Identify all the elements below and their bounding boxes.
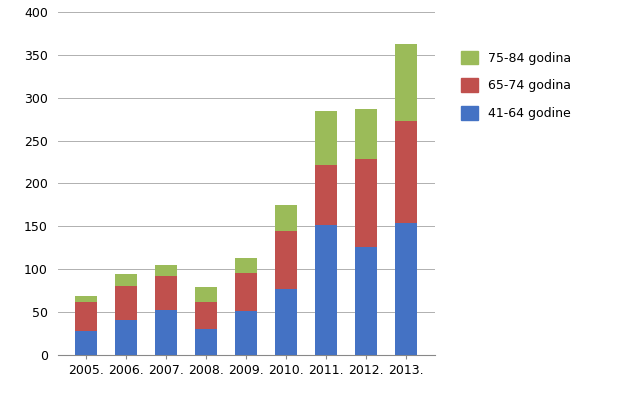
Bar — [396, 223, 417, 355]
Bar — [315, 165, 337, 225]
Bar — [275, 289, 297, 355]
Bar — [396, 44, 417, 121]
Bar — [275, 231, 297, 289]
Bar — [155, 265, 177, 276]
Bar — [155, 276, 177, 310]
Bar — [75, 297, 96, 302]
Bar — [195, 329, 217, 355]
Bar — [195, 301, 217, 329]
Bar — [235, 258, 257, 273]
Bar — [115, 274, 137, 286]
Bar — [195, 287, 217, 301]
Bar — [355, 109, 377, 160]
Bar — [115, 320, 137, 355]
Bar — [355, 247, 377, 355]
Bar — [355, 160, 377, 247]
Bar — [75, 330, 96, 355]
Bar — [235, 273, 257, 311]
Bar — [315, 225, 337, 355]
Bar — [235, 311, 257, 355]
Bar — [396, 121, 417, 223]
Bar — [115, 286, 137, 320]
Legend: 75-84 godina, 65-74 godina, 41-64 godine: 75-84 godina, 65-74 godina, 41-64 godine — [456, 46, 576, 125]
Bar — [315, 110, 337, 165]
Bar — [275, 205, 297, 231]
Bar — [75, 302, 96, 330]
Bar — [155, 310, 177, 355]
